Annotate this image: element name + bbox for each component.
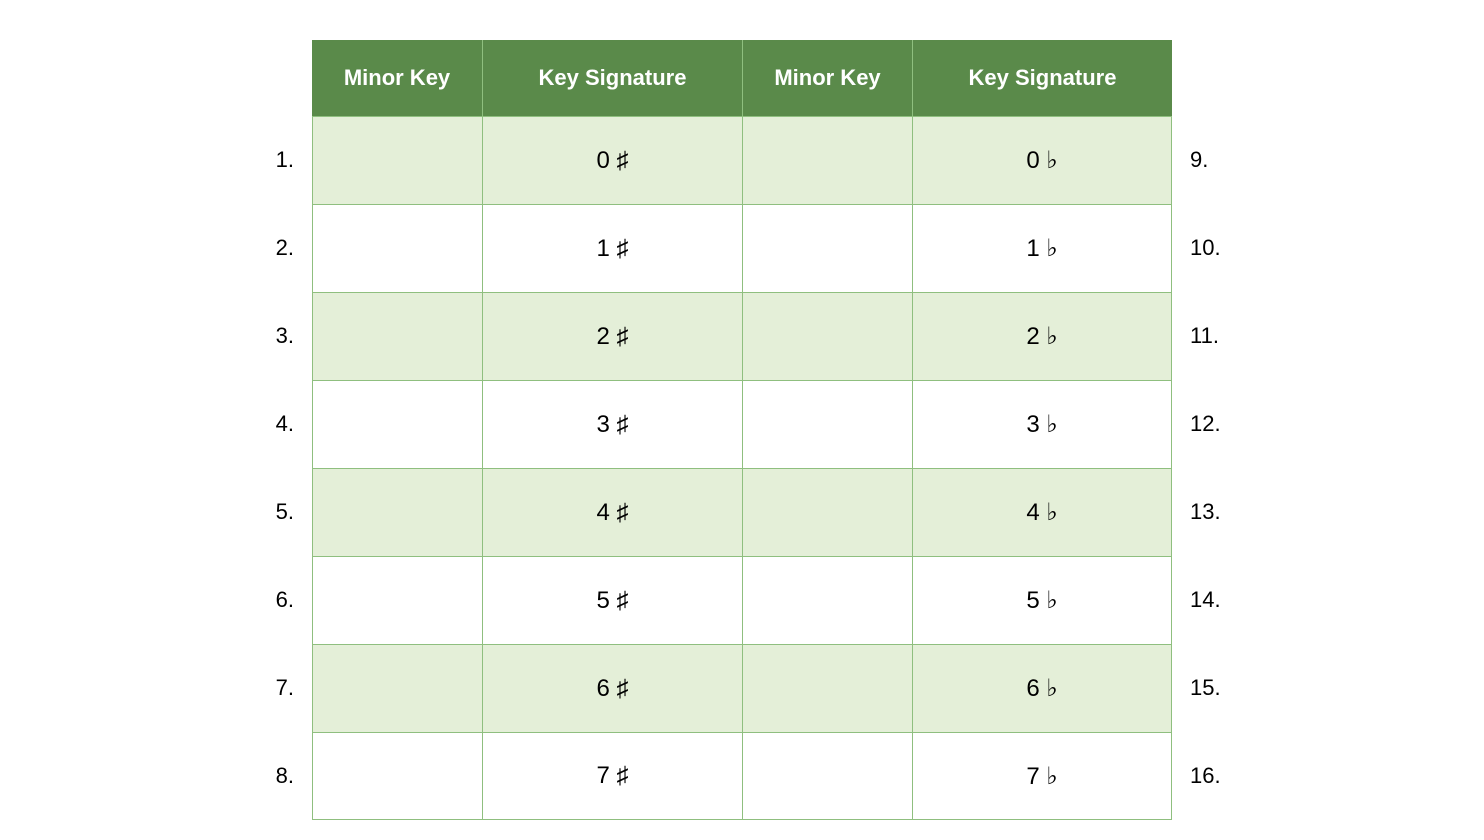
- key-sig-cell: 5 ♯: [482, 556, 742, 644]
- minor-key-cell: [742, 556, 912, 644]
- row-number-left: 3.: [242, 292, 312, 380]
- key-sig-cell: 1 ♯: [482, 204, 742, 292]
- row-number-left: 7.: [242, 644, 312, 732]
- minor-key-cell: [742, 204, 912, 292]
- row-number-right: 15.: [1172, 644, 1242, 732]
- key-sig-cell: 7 ♯: [482, 732, 742, 820]
- header-spacer-left: [242, 40, 312, 116]
- key-sig-cell: 2 ♭: [912, 292, 1172, 380]
- row-number-left: 8.: [242, 732, 312, 820]
- minor-key-cell: [742, 116, 912, 204]
- header-spacer-right: [1172, 40, 1242, 116]
- minor-key-cell: [742, 380, 912, 468]
- row-number-left: 2.: [242, 204, 312, 292]
- minor-key-cell: [312, 468, 482, 556]
- key-sig-cell: 0 ♭: [912, 116, 1172, 204]
- key-sig-cell: 0 ♯: [482, 116, 742, 204]
- col-header-key-sig-right: Key Signature: [912, 40, 1172, 116]
- key-sig-cell: 3 ♭: [912, 380, 1172, 468]
- row-number-left: 4.: [242, 380, 312, 468]
- minor-key-cell: [312, 292, 482, 380]
- minor-key-cell: [312, 380, 482, 468]
- key-sig-cell: 7 ♭: [912, 732, 1172, 820]
- page-wrap: Minor Key Key Signature Minor Key Key Si…: [0, 0, 1484, 820]
- row-number-right: 12.: [1172, 380, 1242, 468]
- row-number-left: 5.: [242, 468, 312, 556]
- key-sig-cell: 6 ♭: [912, 644, 1172, 732]
- key-sig-cell: 2 ♯: [482, 292, 742, 380]
- row-number-right: 11.: [1172, 292, 1242, 380]
- row-number-left: 1.: [242, 116, 312, 204]
- key-sig-cell: 4 ♭: [912, 468, 1172, 556]
- key-signature-table: Minor Key Key Signature Minor Key Key Si…: [242, 40, 1242, 820]
- minor-key-cell: [312, 556, 482, 644]
- row-number-right: 16.: [1172, 732, 1242, 820]
- row-number-left: 6.: [242, 556, 312, 644]
- key-sig-cell: 3 ♯: [482, 380, 742, 468]
- row-number-right: 13.: [1172, 468, 1242, 556]
- minor-key-cell: [312, 732, 482, 820]
- key-sig-cell: 4 ♯: [482, 468, 742, 556]
- minor-key-cell: [742, 292, 912, 380]
- minor-key-cell: [312, 204, 482, 292]
- key-sig-cell: 5 ♭: [912, 556, 1172, 644]
- row-number-right: 9.: [1172, 116, 1242, 204]
- col-header-key-sig-left: Key Signature: [482, 40, 742, 116]
- col-header-minor-key-left: Minor Key: [312, 40, 482, 116]
- minor-key-cell: [742, 732, 912, 820]
- minor-key-cell: [742, 644, 912, 732]
- col-header-minor-key-right: Minor Key: [742, 40, 912, 116]
- minor-key-cell: [312, 644, 482, 732]
- row-number-right: 10.: [1172, 204, 1242, 292]
- key-sig-cell: 1 ♭: [912, 204, 1172, 292]
- minor-key-cell: [742, 468, 912, 556]
- row-number-right: 14.: [1172, 556, 1242, 644]
- minor-key-cell: [312, 116, 482, 204]
- key-sig-cell: 6 ♯: [482, 644, 742, 732]
